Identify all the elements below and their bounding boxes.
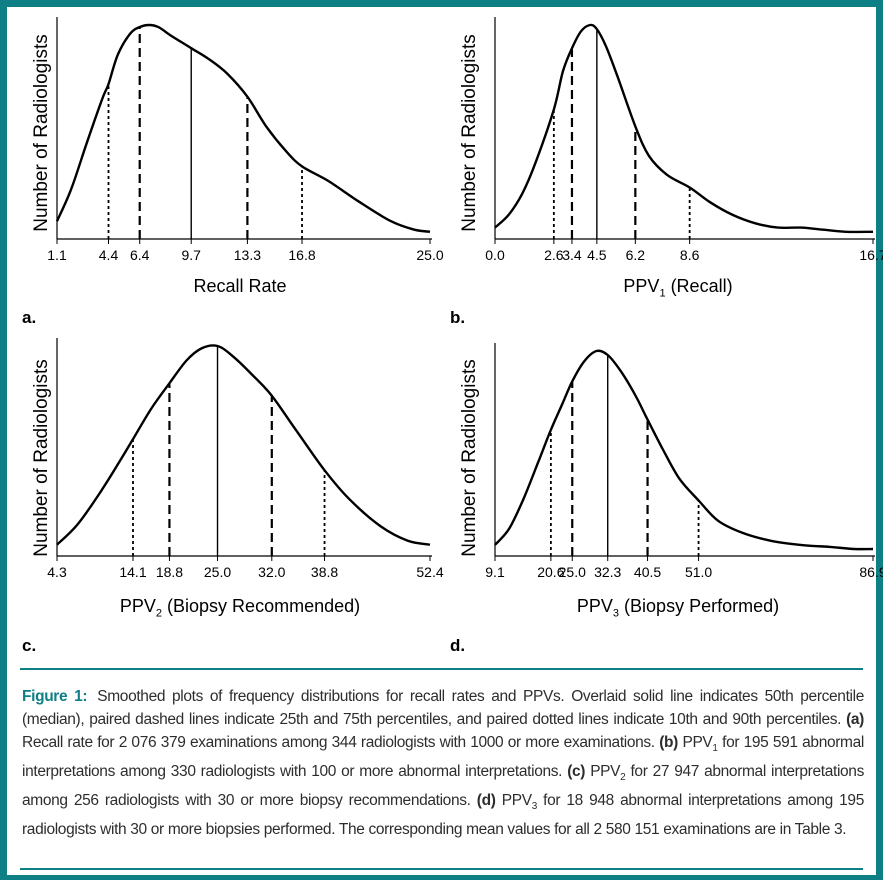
recall-rate-chart: 1.1 4.4 6.4 9.7 13.3 16.8 25.0 — [47, 17, 444, 263]
x-tick-label: 40.5 — [634, 564, 661, 580]
ppv2-chart: 4.3 14.1 18.8 25.0 32.0 38.8 52.4 — [47, 338, 444, 580]
frame-top-border — [0, 0, 883, 7]
x-tick-label: 4.3 — [47, 564, 67, 580]
panel-letter: a. — [22, 308, 37, 327]
frame-bottom-border — [0, 875, 883, 880]
caption-a-text: Recall rate for 2 076 379 examinations a… — [22, 734, 655, 751]
x-tick-label: 2.6 — [544, 247, 564, 263]
x-tick-label: 9.7 — [181, 247, 201, 263]
ppv1-chart: 0.0 2.63.4 4.5 6.2 8.6 16.7 — [485, 17, 883, 263]
x-tick-label: 9.1 — [485, 564, 505, 580]
x-tick-label: 18.8 — [156, 564, 183, 580]
panel-d: Number of Radiologists 9.1 20.6 25.0 32.3 40… — [448, 333, 883, 658]
panel-letter: c. — [22, 636, 37, 655]
x-tick-label: 4.4 — [99, 247, 119, 263]
distribution-curve — [494, 349, 874, 551]
x-tick-label: 3.4 — [562, 247, 582, 263]
caption-d-label: (d) — [476, 792, 496, 810]
distribution-curve — [55, 23, 431, 233]
x-tick-label: 32.3 — [594, 564, 621, 580]
x-axis-label: Recall Rate — [193, 276, 287, 296]
x-axis-label: PPV3 (Biopsy Performed) — [576, 596, 780, 620]
distribution-curve — [494, 23, 874, 234]
x-tick-label: 1.1 — [47, 247, 67, 263]
x-tick-label: 86.9 — [859, 564, 883, 580]
caption-c-ppv: PPV — [590, 763, 621, 781]
caption-top-rule — [20, 668, 863, 670]
x-axis-label: PPV2 (Biopsy Recommended) — [119, 596, 361, 620]
caption-c-text: for 27 947 abnormal interpretations amon… — [22, 763, 864, 810]
x-tick-label: 20.6 — [537, 564, 564, 580]
x-tick-label: 25.0 — [559, 564, 586, 580]
x-tick-label: 16.8 — [288, 247, 315, 263]
x-tick-label: 0.0 — [485, 247, 505, 263]
frame-left-border — [0, 0, 7, 880]
caption-d-ppv: PPV — [501, 792, 532, 810]
x-tick-label: 6.2 — [626, 247, 646, 263]
caption-b-label: (b) — [659, 734, 678, 751]
caption-b-sub: 1 — [712, 743, 718, 755]
caption-d-sub: 3 — [531, 801, 538, 813]
panel-c: Number of Radiologists 4.3 14.1 18.8 25.0 32… — [10, 333, 448, 658]
figure-caption: Figure 1: Smoothed plots of frequency dis… — [22, 685, 864, 841]
caption-d-text: for 18 948 abnormal interpretations amon… — [22, 792, 864, 839]
caption-bottom-rule — [20, 868, 863, 870]
caption-intro: Smoothed plots of frequency distribution… — [22, 688, 864, 728]
panel-letter: b. — [450, 308, 466, 327]
x-tick-label: 14.1 — [119, 564, 146, 580]
frame-right-border — [876, 0, 883, 880]
caption-c-sub: 2 — [620, 772, 626, 784]
x-tick-label: 6.4 — [130, 247, 150, 263]
x-tick-label: 51.0 — [685, 564, 712, 580]
panel-a: Number of Radiologists 1.1 4.4 6.4 9.7 13.3 1… — [10, 8, 448, 333]
x-tick-label: 16.7 — [859, 247, 883, 263]
x-tick-label: 52.4 — [416, 564, 443, 580]
x-tick-label: 25.0 — [416, 247, 443, 263]
ppv3-chart: 9.1 20.625.0 32.3 40.5 51.0 86.9 — [485, 343, 883, 580]
caption-a-label: (a) — [846, 711, 864, 728]
caption-b-ppv: PPV — [682, 734, 713, 751]
caption-c-label: (c) — [567, 763, 586, 781]
panel-b: Number of Radiologists 0.0 2.6 3.4 4.5 6.2 8.… — [448, 8, 883, 333]
x-tick-label: 32.0 — [258, 564, 285, 580]
x-tick-label: 8.6 — [680, 247, 700, 263]
caption-b-text: for 195 591 abnormal interpretations amo… — [22, 734, 864, 781]
figure-label: Figure 1: — [22, 688, 88, 705]
x-axis-label: PPV1 (Recall) — [623, 276, 733, 300]
x-tick-label: 4.5 — [587, 247, 607, 263]
panel-letter: d. — [450, 636, 466, 655]
x-tick-label: 25.0 — [204, 564, 231, 580]
distribution-curve — [56, 344, 431, 546]
x-tick-label: 13.3 — [234, 247, 261, 263]
x-tick-label: 38.8 — [311, 564, 338, 580]
